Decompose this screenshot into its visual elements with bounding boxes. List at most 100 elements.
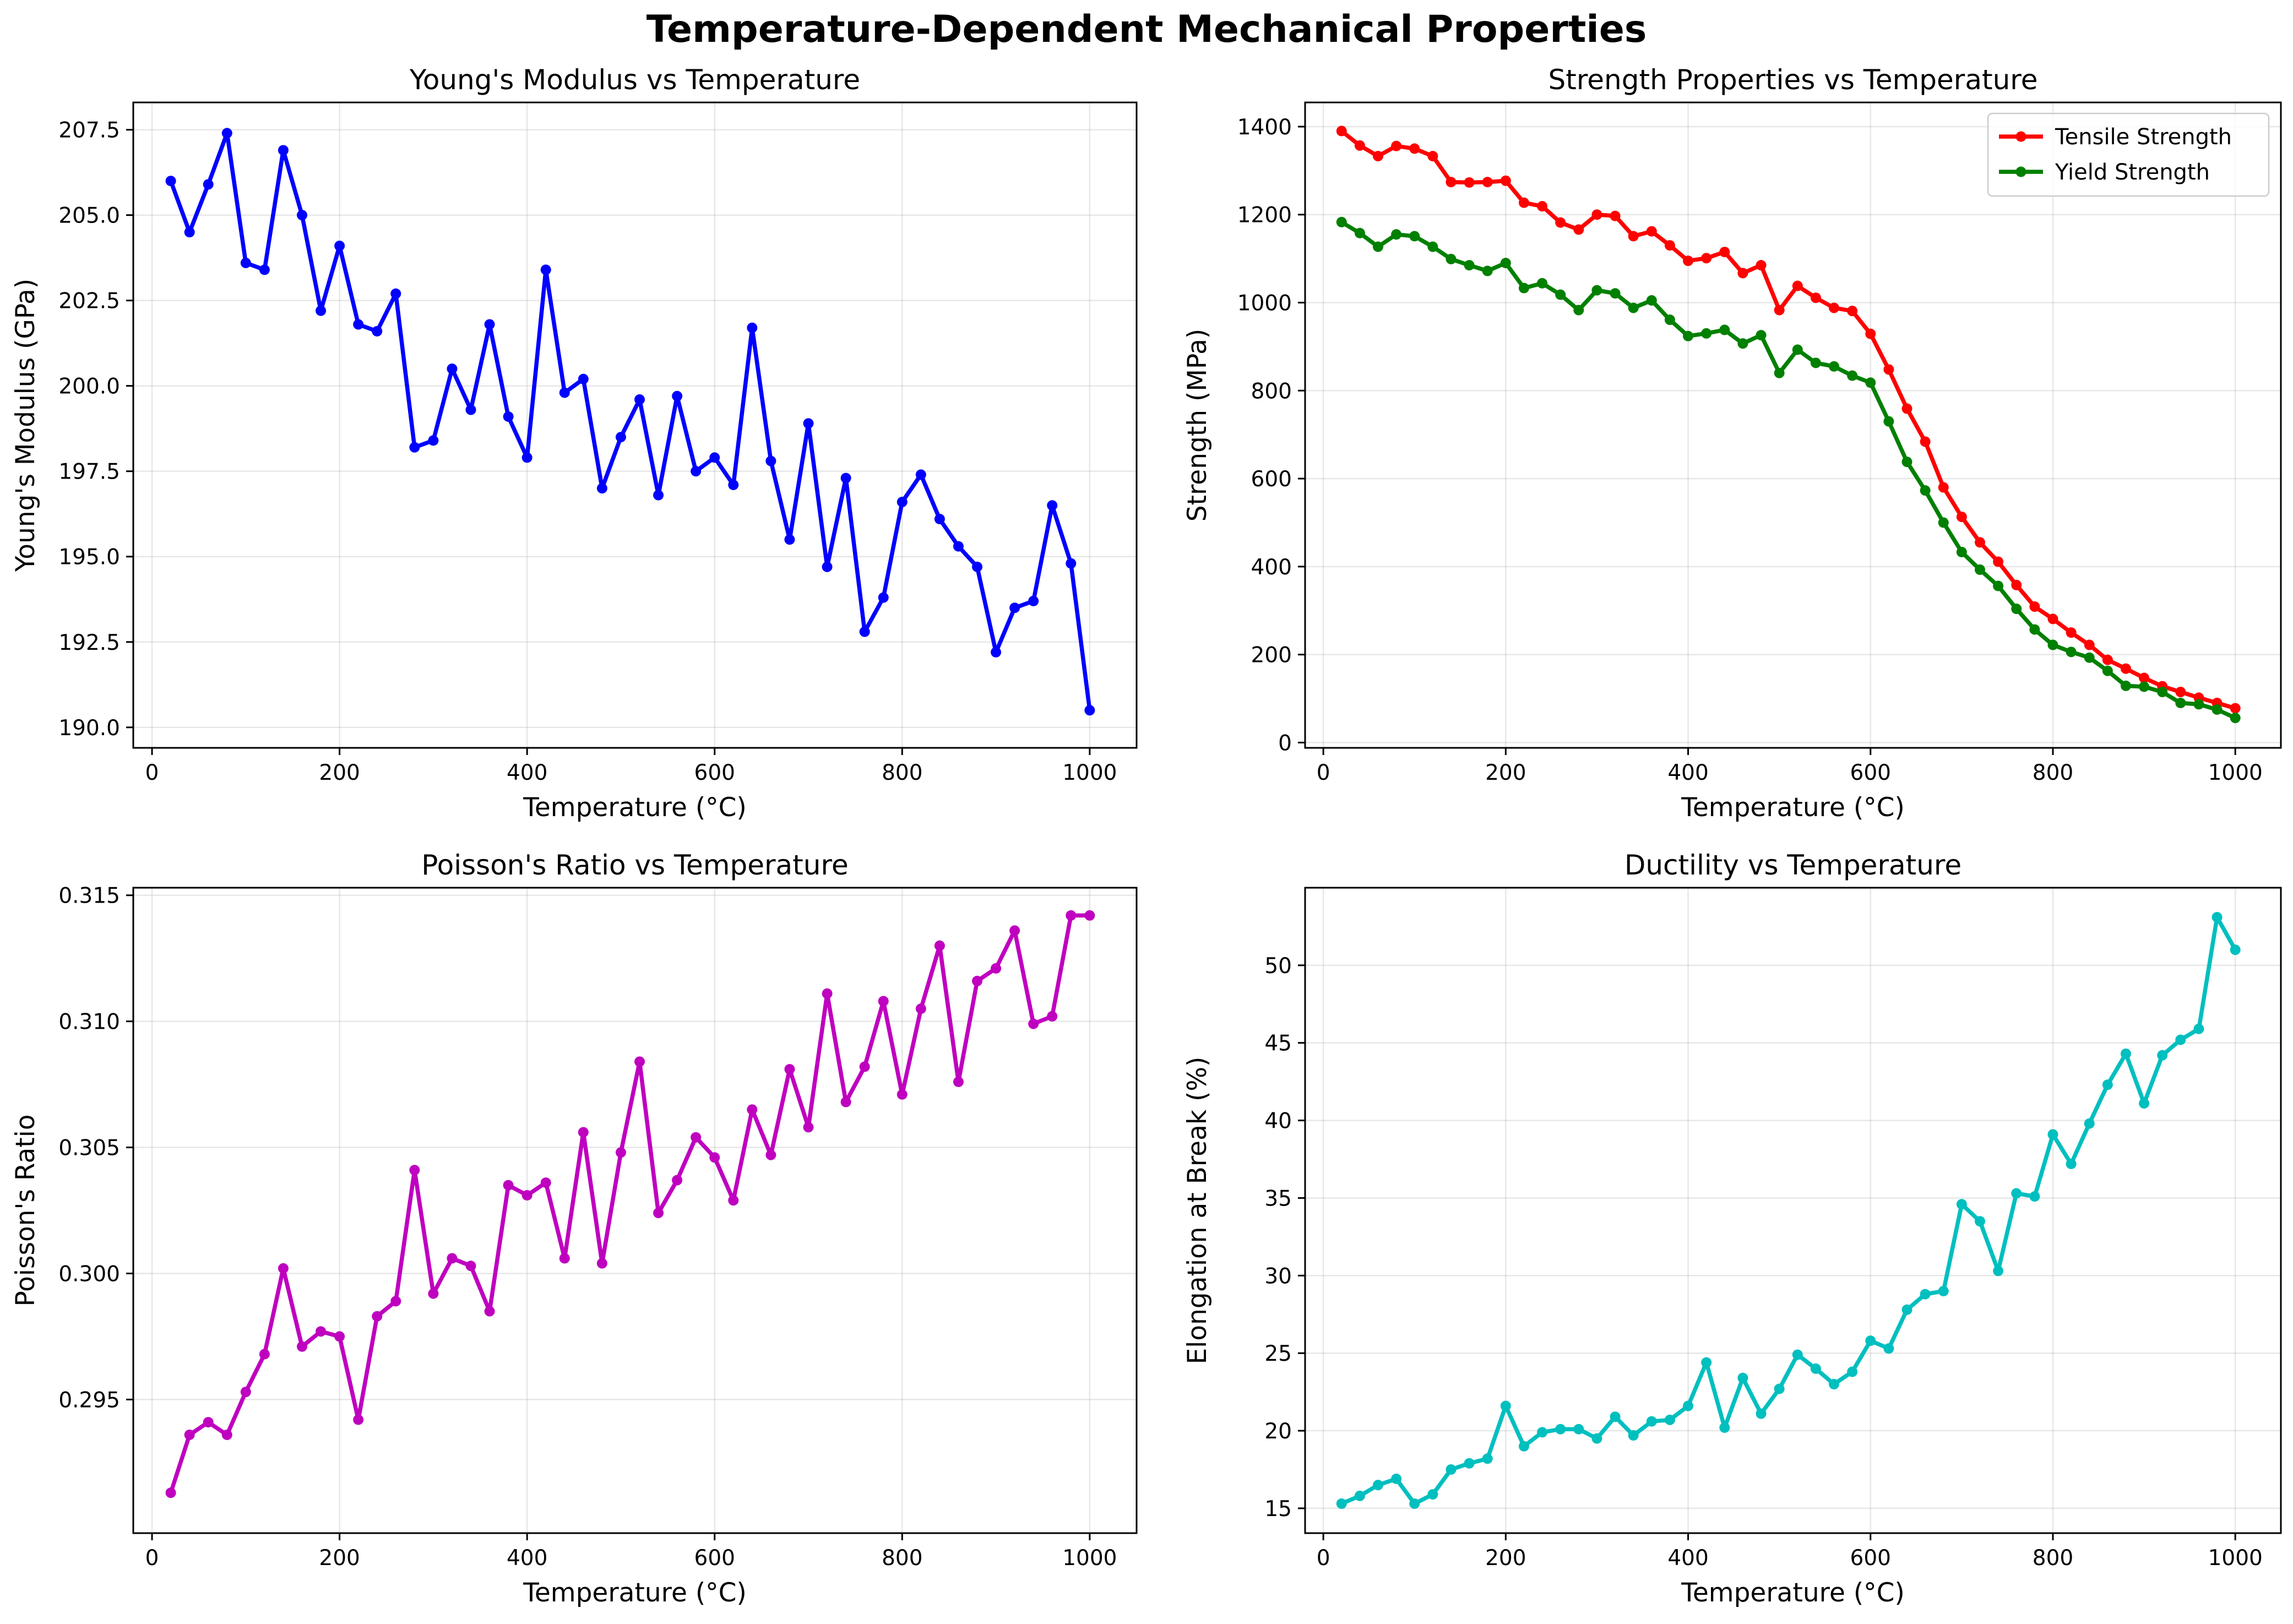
data-point xyxy=(1591,1433,1602,1444)
data-point xyxy=(540,264,551,275)
data-point xyxy=(1427,241,1438,252)
x-tick-label: 800 xyxy=(882,761,922,785)
data-point xyxy=(2230,944,2241,955)
data-point xyxy=(503,411,514,422)
data-point xyxy=(2212,704,2223,715)
data-point xyxy=(2029,601,2040,612)
data-point xyxy=(1938,482,1949,493)
y-tick-label: 600 xyxy=(1251,467,1292,492)
data-point xyxy=(728,480,739,491)
y-tick-label: 0.310 xyxy=(58,1010,120,1035)
data-point xyxy=(691,466,702,477)
data-point xyxy=(1993,556,2004,567)
data-point xyxy=(1066,558,1077,569)
data-point xyxy=(2175,687,2186,698)
y-tick-label: 50 xyxy=(1264,954,1292,979)
data-point xyxy=(1446,1464,1457,1475)
x-tick-label: 200 xyxy=(1485,1546,1526,1571)
data-point xyxy=(278,1263,289,1274)
data-point xyxy=(1464,260,1475,271)
data-point xyxy=(1500,258,1511,269)
data-point xyxy=(1482,265,1493,276)
data-point xyxy=(2230,703,2241,714)
y-axis-label: Poisson's Ratio xyxy=(10,1114,41,1306)
data-point xyxy=(2193,699,2204,710)
data-point xyxy=(1865,1335,1876,1346)
data-point xyxy=(1555,289,1566,300)
data-point xyxy=(2157,687,2168,698)
chart-panel-strength: 0 200 400 600 800 1000 0 200 400 600 800 1000 1200 14… xyxy=(1182,64,2282,823)
data-point xyxy=(1573,224,1584,235)
data-point xyxy=(747,1104,758,1115)
data-point xyxy=(521,452,533,463)
chart-title: Young's Modulus vs Temperature xyxy=(409,64,860,96)
data-point xyxy=(634,394,645,405)
data-point xyxy=(1427,1489,1438,1500)
y-tick-label: 35 xyxy=(1264,1186,1292,1211)
data-point xyxy=(259,1349,270,1360)
series-line xyxy=(169,913,1092,1495)
data-point xyxy=(409,1165,420,1176)
data-point xyxy=(2047,639,2058,650)
data-point xyxy=(1810,292,1821,303)
chart-panel-poissons-ratio: 0 200 400 600 800 1000 0.295 0.300 0.305 0.310 0.3… xyxy=(10,849,1138,1608)
data-point xyxy=(747,322,758,333)
y-tick-label: 205.0 xyxy=(58,204,120,229)
data-point xyxy=(615,432,626,443)
y-tick-label: 192.5 xyxy=(58,631,120,655)
x-axis-label: Temperature (°C) xyxy=(1681,1578,1905,1608)
data-point xyxy=(915,469,926,480)
y-tick-label: 200 xyxy=(1251,643,1292,668)
data-point xyxy=(578,373,589,384)
data-point xyxy=(1646,295,1657,306)
data-point xyxy=(1354,227,1365,238)
data-point xyxy=(2157,1050,2168,1061)
data-point xyxy=(1792,344,1803,355)
data-point xyxy=(221,128,232,139)
x-tick-label: 1000 xyxy=(2208,1546,2263,1571)
data-point xyxy=(672,1175,683,1186)
data-point xyxy=(559,1253,570,1264)
data-point xyxy=(596,1258,607,1269)
data-point xyxy=(2011,1188,2022,1199)
data-point xyxy=(240,257,251,268)
data-point xyxy=(972,975,983,986)
data-point xyxy=(334,240,345,251)
data-point xyxy=(1610,288,1621,299)
x-tick-label: 600 xyxy=(694,761,735,785)
data-point xyxy=(1774,305,1785,316)
data-point xyxy=(653,490,664,501)
data-point xyxy=(991,963,1002,974)
data-point xyxy=(878,996,889,1007)
data-point xyxy=(465,1261,476,1272)
data-point xyxy=(1391,1473,1402,1484)
data-point xyxy=(221,1429,232,1440)
y-tick-label: 1000 xyxy=(1237,291,1292,316)
data-point xyxy=(1628,1430,1639,1441)
data-point xyxy=(1901,403,1912,414)
plot-frame xyxy=(132,887,1138,1534)
data-point xyxy=(1646,226,1657,237)
data-point xyxy=(2011,604,2022,615)
x-axis-label: Temperature (°C) xyxy=(523,792,747,823)
data-point xyxy=(1500,1400,1511,1411)
data-point xyxy=(184,227,195,238)
data-point xyxy=(784,1064,795,1075)
chart-panel-ductility: 0 200 400 600 800 1000 15 20 25 30 35 40 45 50 Ductili… xyxy=(1182,849,2282,1608)
data-point xyxy=(1993,1265,2004,1277)
data-point xyxy=(1066,910,1077,921)
y-tick-label: 0.315 xyxy=(58,884,120,909)
x-tick-label: 800 xyxy=(2033,1546,2073,1571)
x-tick-label: 1000 xyxy=(1062,1546,1117,1571)
data-point xyxy=(1920,436,1931,447)
data-point xyxy=(1810,1363,1821,1374)
legend-swatch-marker xyxy=(2015,131,2026,142)
x-tick-label: 1000 xyxy=(2208,761,2263,785)
data-point xyxy=(784,534,795,545)
data-point xyxy=(1336,1498,1347,1509)
data-point xyxy=(709,452,720,463)
data-point xyxy=(1974,537,1985,548)
data-point xyxy=(934,940,945,951)
data-point xyxy=(1883,364,1894,375)
data-point xyxy=(1847,1366,1858,1377)
